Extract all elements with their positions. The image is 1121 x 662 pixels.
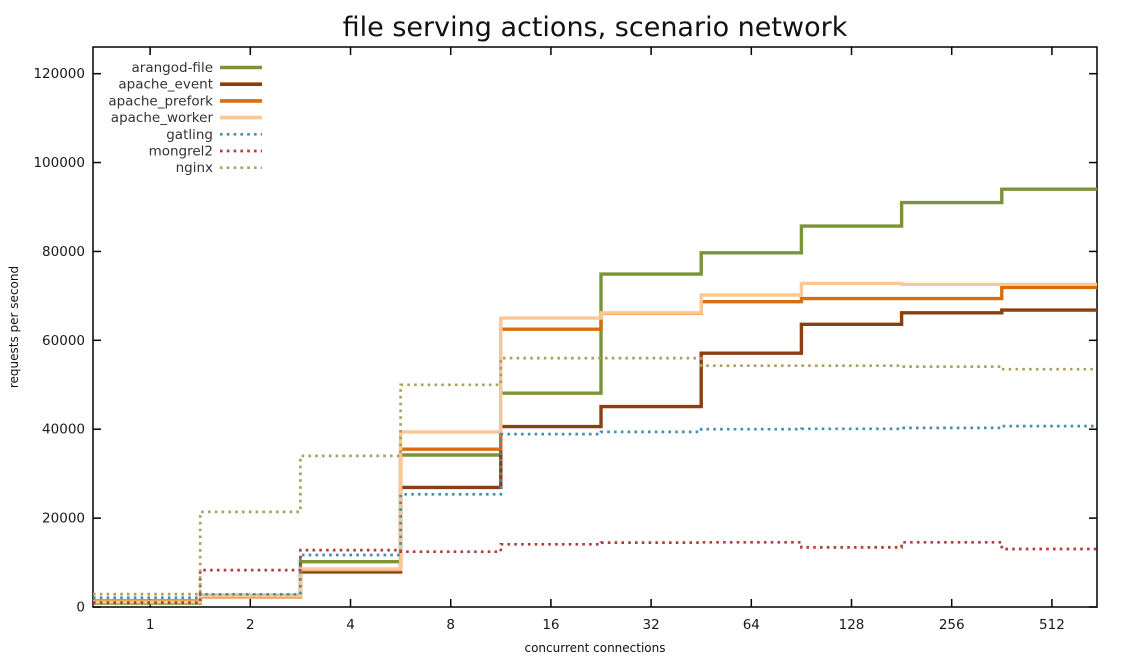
plot-border [92, 46, 1098, 608]
y-tick-label: 0 [76, 600, 85, 616]
y-tick-label: 40000 [42, 422, 85, 438]
x-axis-label: concurrent connections [524, 641, 666, 655]
legend-label-gatling: gatling [166, 127, 213, 143]
x-tick-label: 128 [839, 617, 865, 633]
x-tick-label: 16 [542, 617, 559, 633]
series-line-nginx [93, 356, 1097, 596]
series-line-apache_prefork [93, 285, 1097, 603]
x-tick-label: 512 [1039, 617, 1065, 633]
legend-label-apache_event: apache_event [118, 77, 213, 93]
x-tick-label: 64 [743, 617, 760, 633]
series-line-gatling [93, 424, 1097, 600]
chart-title: file serving actions, scenario network [342, 12, 848, 43]
x-tick-label: 8 [446, 617, 455, 633]
legend-label-apache_prefork: apache_prefork [108, 93, 213, 109]
y-tick-label: 60000 [42, 333, 85, 349]
legend-label-nginx: nginx [176, 160, 213, 176]
series-line-mongrel2 [93, 540, 1097, 604]
x-tick-label: 4 [346, 617, 355, 633]
x-tick-label: 32 [643, 617, 660, 633]
x-tick-label: 1 [146, 617, 155, 633]
series-line-apache_worker [93, 281, 1097, 604]
series-line-apache_event [93, 308, 1097, 604]
legend-label-arangod-file: arangod-file [132, 60, 213, 76]
y-tick-label: 80000 [42, 244, 85, 260]
legend-label-apache_worker: apache_worker [111, 110, 214, 126]
x-tick-label: 2 [246, 617, 255, 633]
y-tick-label: 120000 [33, 66, 85, 82]
y-tick-label: 100000 [33, 155, 85, 171]
x-tick-label: 256 [939, 617, 965, 633]
series-line-arangod-file [93, 187, 1097, 605]
legend-label-mongrel2: mongrel2 [149, 144, 213, 160]
y-tick-label: 20000 [42, 511, 85, 527]
